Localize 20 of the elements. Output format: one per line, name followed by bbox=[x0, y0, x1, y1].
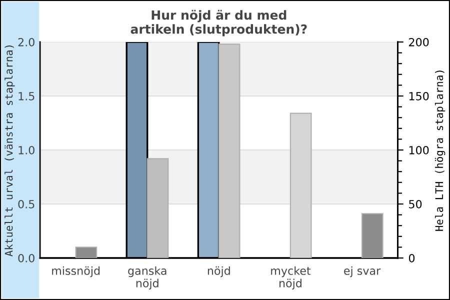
y2-axis-title: Hela LTH (högra staplarna) bbox=[434, 70, 446, 231]
bar bbox=[75, 246, 98, 258]
x-tick-label: mycket nöjd bbox=[271, 266, 311, 290]
y2-tick-label: 100 bbox=[409, 146, 429, 154]
y-tick-label: 2.0 bbox=[18, 38, 34, 46]
x-tick-label: ganska nöjd bbox=[128, 266, 166, 290]
y-tick-label: 1.5 bbox=[18, 92, 34, 100]
y2-tick-label: 150 bbox=[409, 92, 429, 100]
y2-tick-label: 50 bbox=[409, 200, 422, 208]
y-tick-label: 0.5 bbox=[18, 200, 34, 208]
x-tick-label: ej svar bbox=[344, 266, 381, 278]
y-tick-label: 0.0 bbox=[18, 254, 34, 262]
y-axis-title: Aktuellt urval (vänstra staplarna) bbox=[4, 46, 15, 256]
x-tick-label: missnöjd bbox=[52, 266, 100, 278]
y2-tick-label: 200 bbox=[409, 38, 429, 46]
y-tick-label: 1.0 bbox=[18, 146, 34, 154]
chart-title: Hur nöjd är du med artikeln (slutprodukten)? bbox=[130, 10, 307, 36]
x-tick-label: nöjd bbox=[208, 266, 230, 278]
bar bbox=[361, 213, 384, 258]
y2-tick-label: 0 bbox=[408, 254, 415, 262]
